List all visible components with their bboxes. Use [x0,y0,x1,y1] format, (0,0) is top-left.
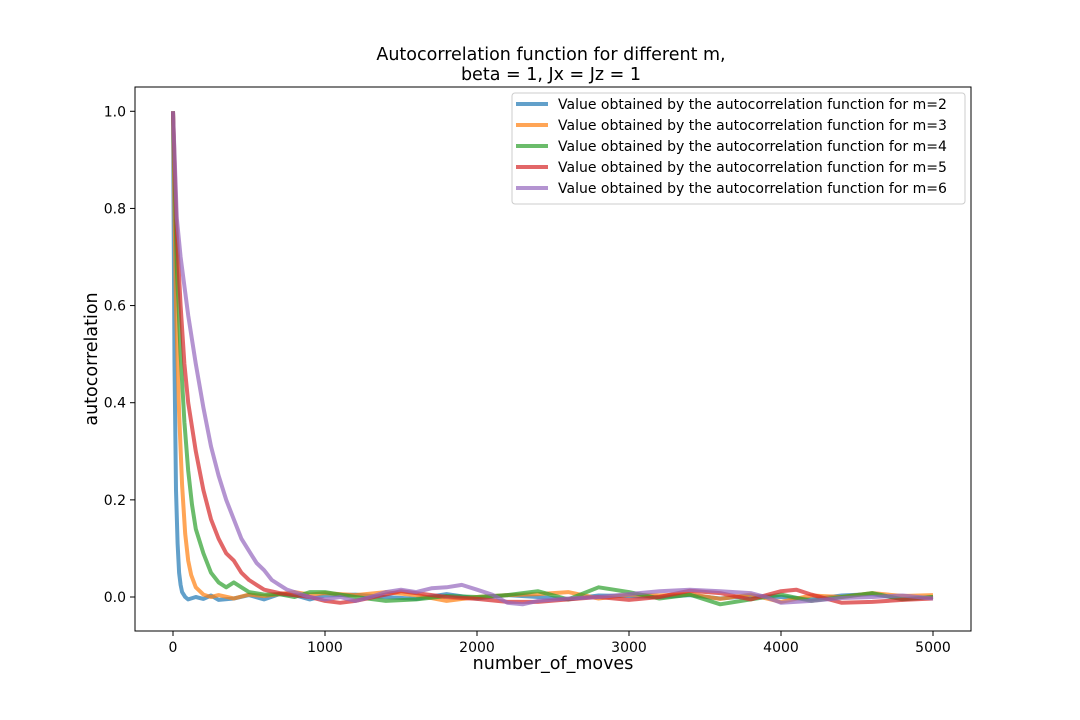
y-tick-label: 0.0 [104,590,126,606]
series-line-3 [171,111,934,607]
plot-frame [134,86,972,632]
chart-title-line-1: Autocorrelation function for different m… [376,45,725,65]
x-tick-label: 4000 [763,640,799,656]
y-tick-label: 1.0 [104,104,126,120]
legend-label-1: Value obtained by the autocorrelation fu… [558,97,947,113]
y-tick-label: 0.4 [104,396,126,412]
x-tick-label: 3000 [611,640,647,656]
chart-title-line-2: beta = 1, Jx = Jz = 1 [461,65,641,85]
legend-label-2: Value obtained by the autocorrelation fu… [558,118,947,134]
legend: Value obtained by the autocorrelation fu… [511,92,966,205]
x-tick-label: 2000 [459,640,495,656]
legend-label-5: Value obtained by the autocorrelation fu… [558,181,947,197]
y-tick-label: 0.2 [104,493,126,509]
series-lines [171,111,934,607]
y-tick-label: 0.8 [104,201,126,217]
plot-area [134,86,972,632]
x-axis-ticks: 0 1000 2000 3000 4000 5000 [169,631,951,656]
x-tick-label: 5000 [915,640,951,656]
x-tick-label: 1000 [307,640,343,656]
y-axis-ticks: 0.0 0.2 0.4 0.6 0.8 1.0 [104,104,135,606]
legend-label-3: Value obtained by the autocorrelation fu… [558,139,947,155]
y-axis-label: autocorrelation [82,292,102,425]
x-axis-label: number_of_moves [473,654,634,674]
legend-label-4: Value obtained by the autocorrelation fu… [558,160,947,176]
series-line-5 [171,111,934,607]
legend-box [511,92,966,205]
series-line-2 [171,111,934,604]
y-tick-label: 0.6 [104,299,126,315]
x-tick-label: 0 [169,640,178,656]
